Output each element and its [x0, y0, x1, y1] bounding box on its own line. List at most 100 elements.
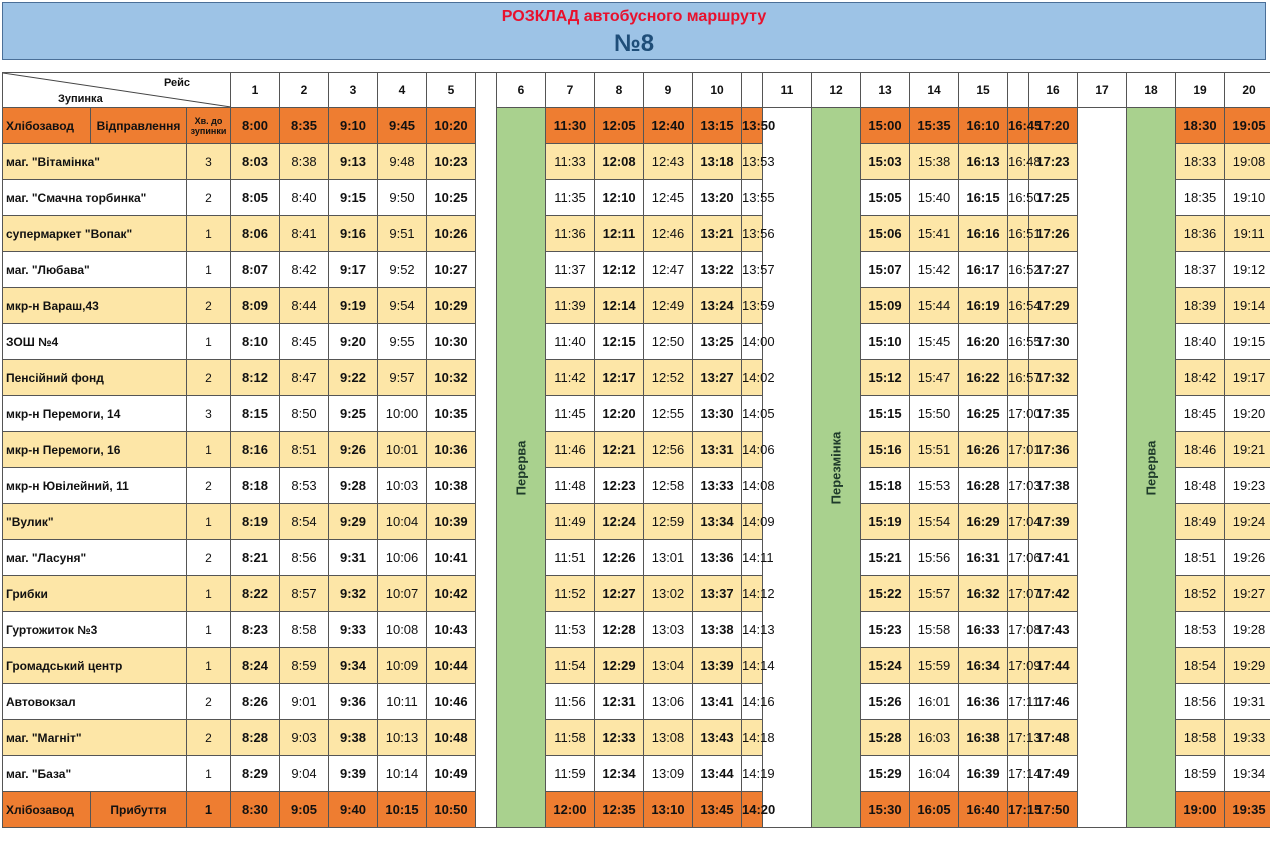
- time-cell: 13:41: [692, 683, 743, 720]
- time-cell: 18:51: [1175, 539, 1226, 576]
- break-column: Перезмінка: [811, 107, 862, 828]
- time-cell: 19:11: [1224, 215, 1270, 252]
- column-gap: [1077, 755, 1128, 792]
- table-row: мкр-н Ювілейний, 11 2 8:18 8:53 9:28 10:03 10:…: [2, 467, 1270, 504]
- time-cell: 18:49: [1175, 503, 1226, 540]
- route-number: №8: [613, 30, 655, 57]
- time-cell: 10:46: [426, 683, 477, 720]
- time-cell: 19:31: [1224, 683, 1270, 720]
- column-gap: [1077, 539, 1128, 576]
- time-cell: 9:33: [328, 611, 379, 648]
- trip-header-label: Рейс: [163, 77, 191, 89]
- column-gap: [762, 287, 813, 324]
- time-cell: 17:14: [1007, 755, 1041, 792]
- time-cell: 15:41: [909, 215, 960, 252]
- trip-number: 7: [545, 72, 596, 108]
- column-gap: [475, 503, 498, 540]
- time-cell: 16:01: [909, 683, 960, 720]
- time-cell: 18:56: [1175, 683, 1226, 720]
- column-gap: [475, 431, 498, 468]
- table-row: мкр-н Перемоги, 16 1 8:16 8:51 9:26 10:01 10:3…: [2, 431, 1270, 468]
- time-cell: 10:08: [377, 611, 428, 648]
- time-cell: 13:10: [643, 791, 694, 828]
- time-cell: 11:54: [545, 647, 596, 684]
- time-cell: 12:15: [594, 323, 645, 360]
- time-cell: 13:57: [741, 251, 775, 288]
- column-gap: [1077, 719, 1128, 756]
- time-cell: 8:00: [230, 107, 281, 144]
- column-gap: [1077, 431, 1128, 468]
- time-cell: 9:52: [377, 251, 428, 288]
- time-cell: 16:33: [958, 611, 1009, 648]
- time-cell: 17:23: [1028, 143, 1079, 180]
- time-cell: 10:29: [426, 287, 477, 324]
- time-cell: 15:56: [909, 539, 960, 576]
- time-cell: 12:31: [594, 683, 645, 720]
- time-cell: 8:30: [230, 791, 281, 828]
- stop-name: Громадський центр: [2, 647, 187, 684]
- corner-cell: Рейс Зупинка: [1, 72, 232, 108]
- minutes-to-stop: 1: [185, 611, 232, 648]
- time-cell: 13:33: [692, 467, 743, 504]
- time-cell: 11:46: [545, 431, 596, 468]
- time-cell: 18:36: [1175, 215, 1226, 252]
- time-cell: 13:08: [643, 719, 694, 756]
- time-cell: 9:16: [328, 215, 379, 252]
- time-cell: 15:00: [860, 107, 911, 144]
- table-row: "Вулик" 1 8:19 8:54 9:29 10:04 10:39 11:49 12:24…: [2, 503, 1270, 540]
- time-cell: 17:01: [1007, 431, 1041, 468]
- column-gap: [1077, 215, 1128, 252]
- time-cell: 11:59: [545, 755, 596, 792]
- trip-number: 16: [1028, 72, 1079, 108]
- time-cell: 17:27: [1028, 251, 1079, 288]
- minutes-to-stop: 2: [185, 539, 232, 576]
- time-cell: 17:46: [1028, 683, 1079, 720]
- time-cell: 14:08: [741, 467, 775, 504]
- trip-number: 12: [811, 72, 862, 108]
- time-cell: 9:45: [377, 107, 428, 144]
- time-cell: 11:30: [545, 107, 596, 144]
- time-cell: 12:50: [643, 323, 694, 360]
- time-cell: 19:29: [1224, 647, 1270, 684]
- time-cell: 9:13: [328, 143, 379, 180]
- stop-name: маг. "Смачна торбинка": [2, 179, 187, 216]
- column-gap: [475, 107, 498, 144]
- time-cell: 13:20: [692, 179, 743, 216]
- time-cell: 17:15: [1007, 791, 1041, 828]
- time-cell: 19:08: [1224, 143, 1270, 180]
- time-cell: 11:33: [545, 143, 596, 180]
- stop-name: Автовокзал: [2, 683, 187, 720]
- time-cell: 16:15: [958, 179, 1009, 216]
- schedule-table: Рейс Зупинка 1 2 3 4 5 6 7 8 9 10 11 12 13 14 15 16 17 18 19…: [1, 72, 1270, 828]
- time-cell: 13:50: [741, 107, 775, 144]
- time-cell: 10:01: [377, 431, 428, 468]
- time-cell: 17:13: [1007, 719, 1041, 756]
- time-cell: 16:52: [1007, 251, 1041, 288]
- time-cell: 12:23: [594, 467, 645, 504]
- time-cell: 17:04: [1007, 503, 1041, 540]
- column-gap: [1077, 287, 1128, 324]
- column-gap: [762, 611, 813, 648]
- minutes-header: Хв. до зупинки: [185, 107, 232, 144]
- column-gap: [1077, 503, 1128, 540]
- time-cell: 8:42: [279, 251, 330, 288]
- minutes-to-stop: 1: [185, 503, 232, 540]
- column-gap: [475, 72, 498, 108]
- column-gap: [762, 395, 813, 432]
- time-cell: 16:51: [1007, 215, 1041, 252]
- time-cell: 10:04: [377, 503, 428, 540]
- time-cell: 15:35: [909, 107, 960, 144]
- time-cell: 17:06: [1007, 539, 1041, 576]
- time-cell: 10:42: [426, 575, 477, 612]
- time-cell: 10:11: [377, 683, 428, 720]
- time-cell: 11:49: [545, 503, 596, 540]
- trip-number: 14: [909, 72, 960, 108]
- column-gap: [741, 72, 764, 108]
- time-cell: 13:53: [741, 143, 775, 180]
- column-gap: [475, 395, 498, 432]
- time-cell: 11:35: [545, 179, 596, 216]
- time-cell: 13:59: [741, 287, 775, 324]
- trip-number: 2: [279, 72, 330, 108]
- time-cell: 10:30: [426, 323, 477, 360]
- time-cell: 18:40: [1175, 323, 1226, 360]
